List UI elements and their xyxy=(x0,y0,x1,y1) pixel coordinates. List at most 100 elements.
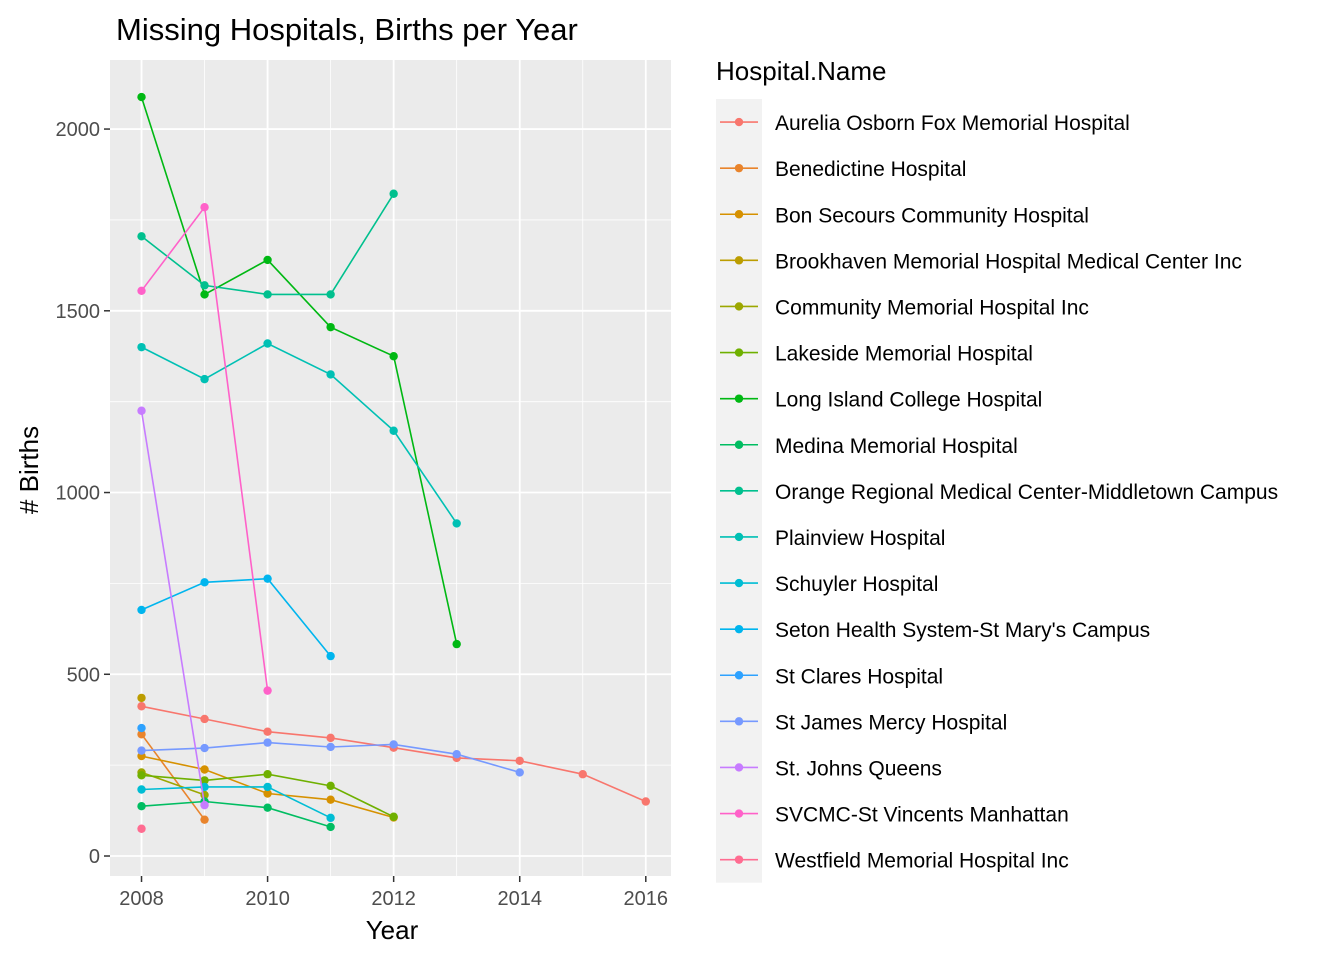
legend-key-point xyxy=(734,624,744,634)
series-8 xyxy=(137,189,398,299)
data-point xyxy=(389,812,398,821)
data-point xyxy=(263,738,272,747)
legend-item: St. Johns Queens xyxy=(720,757,942,780)
legend-item: Long Island College Hospital xyxy=(720,389,1042,412)
legend-item: Bon Secours Community Hospital xyxy=(720,204,1089,227)
data-point xyxy=(137,92,146,102)
legend-label: Schuyler Hospital xyxy=(775,573,938,596)
data-point xyxy=(326,742,335,752)
y-tick-label: 0 xyxy=(89,846,100,868)
legend-label: Long Island College Hospital xyxy=(775,389,1042,412)
y-tick-label: 1500 xyxy=(56,301,101,323)
panel-background xyxy=(110,60,671,876)
data-point xyxy=(263,727,272,736)
legend-key-point xyxy=(734,256,744,265)
legend-key-point xyxy=(734,394,744,403)
series-line xyxy=(140,410,206,806)
data-point xyxy=(137,693,146,703)
data-point xyxy=(263,574,272,583)
y-axis: 0 500 1000 1500 2000 xyxy=(56,119,110,868)
data-point xyxy=(137,342,146,352)
legend-item: St James Mercy Hospital xyxy=(720,711,1007,734)
legend-label: Orange Regional Medical Center-Middletow… xyxy=(775,481,1278,504)
legend-key-point xyxy=(734,163,744,173)
legend-label: Medina Memorial Hospital xyxy=(775,435,1018,458)
data-point xyxy=(137,824,146,833)
legend-item: Schuyler Hospital xyxy=(720,573,938,596)
legend-label: SVCMC-St Vincents Manhattan xyxy=(775,804,1069,827)
data-point xyxy=(200,765,209,774)
data-point xyxy=(389,740,398,749)
x-tick-label: 2014 xyxy=(497,888,542,910)
data-point xyxy=(200,714,209,724)
legend-label: Lakeside Memorial Hospital xyxy=(775,343,1033,366)
data-point xyxy=(200,203,209,212)
series-line xyxy=(140,96,458,645)
data-point xyxy=(137,605,146,615)
data-point xyxy=(326,322,335,332)
legend-key-point xyxy=(734,486,744,496)
data-point xyxy=(200,290,209,299)
legend-label: Seton Health System-St Mary's Campus xyxy=(775,619,1150,642)
series-line xyxy=(141,786,331,819)
series-line xyxy=(141,342,458,524)
data-point xyxy=(200,743,209,753)
legend-title: Hospital.Name xyxy=(716,56,887,86)
series-11 xyxy=(137,574,335,661)
legend-item: St Clares Hospital xyxy=(720,665,943,688)
data-point xyxy=(515,768,524,777)
data-point xyxy=(200,374,209,384)
data-point xyxy=(641,797,650,806)
data-point xyxy=(137,702,146,711)
data-point xyxy=(137,723,146,733)
legend-key-point xyxy=(734,578,744,588)
data-point xyxy=(326,290,335,299)
legend-item: Seton Health System-St Mary's Campus xyxy=(720,619,1150,642)
legend-item: Westfield Memorial Hospital Inc xyxy=(720,850,1069,873)
y-tick-label: 2000 xyxy=(56,119,101,141)
data-point xyxy=(137,286,146,296)
y-tick-label: 500 xyxy=(67,664,100,686)
legend-item: Community Memorial Hospital Inc xyxy=(720,296,1089,319)
data-point xyxy=(326,813,335,823)
legend-item: Medina Memorial Hospital xyxy=(720,435,1018,458)
x-tick-label: 2012 xyxy=(371,888,416,910)
legend-key-point xyxy=(734,210,744,219)
series-12 xyxy=(137,723,146,733)
x-axis-title: Year xyxy=(366,915,419,945)
data-point xyxy=(389,352,398,361)
data-point xyxy=(263,255,272,265)
legend-key-point xyxy=(734,717,744,726)
series-16 xyxy=(137,824,146,833)
y-tick-label: 1000 xyxy=(56,483,101,505)
data-point xyxy=(263,782,272,792)
data-point xyxy=(389,426,398,435)
data-point xyxy=(200,578,209,587)
legend-label: Brookhaven Memorial Hospital Medical Cen… xyxy=(775,250,1242,273)
data-point xyxy=(263,770,272,779)
y-axis-title: # Births xyxy=(14,426,44,514)
series-9 xyxy=(137,339,461,528)
legend-label: St James Mercy Hospital xyxy=(775,711,1007,734)
x-tick-label: 2010 xyxy=(245,888,290,910)
data-point xyxy=(263,803,272,812)
legend-key-point xyxy=(734,809,744,818)
legend-label: St. Johns Queens xyxy=(775,757,942,780)
data-point xyxy=(200,281,209,290)
legend-label: Bon Secours Community Hospital xyxy=(775,204,1089,227)
data-point xyxy=(452,750,461,759)
legend-key-point xyxy=(734,855,744,864)
data-point xyxy=(263,290,272,299)
data-point xyxy=(326,822,335,832)
legend-item: Aurelia Osborn Fox Memorial Hospital xyxy=(720,112,1130,135)
legend-key-point xyxy=(734,532,744,542)
legend-item: Benedictine Hospital xyxy=(720,158,966,181)
data-point xyxy=(326,781,335,791)
data-point xyxy=(200,815,209,824)
data-point xyxy=(326,733,335,743)
data-point xyxy=(137,802,146,811)
data-point xyxy=(326,795,335,804)
data-point xyxy=(452,519,461,528)
series-line xyxy=(141,577,332,657)
data-point xyxy=(137,730,146,739)
